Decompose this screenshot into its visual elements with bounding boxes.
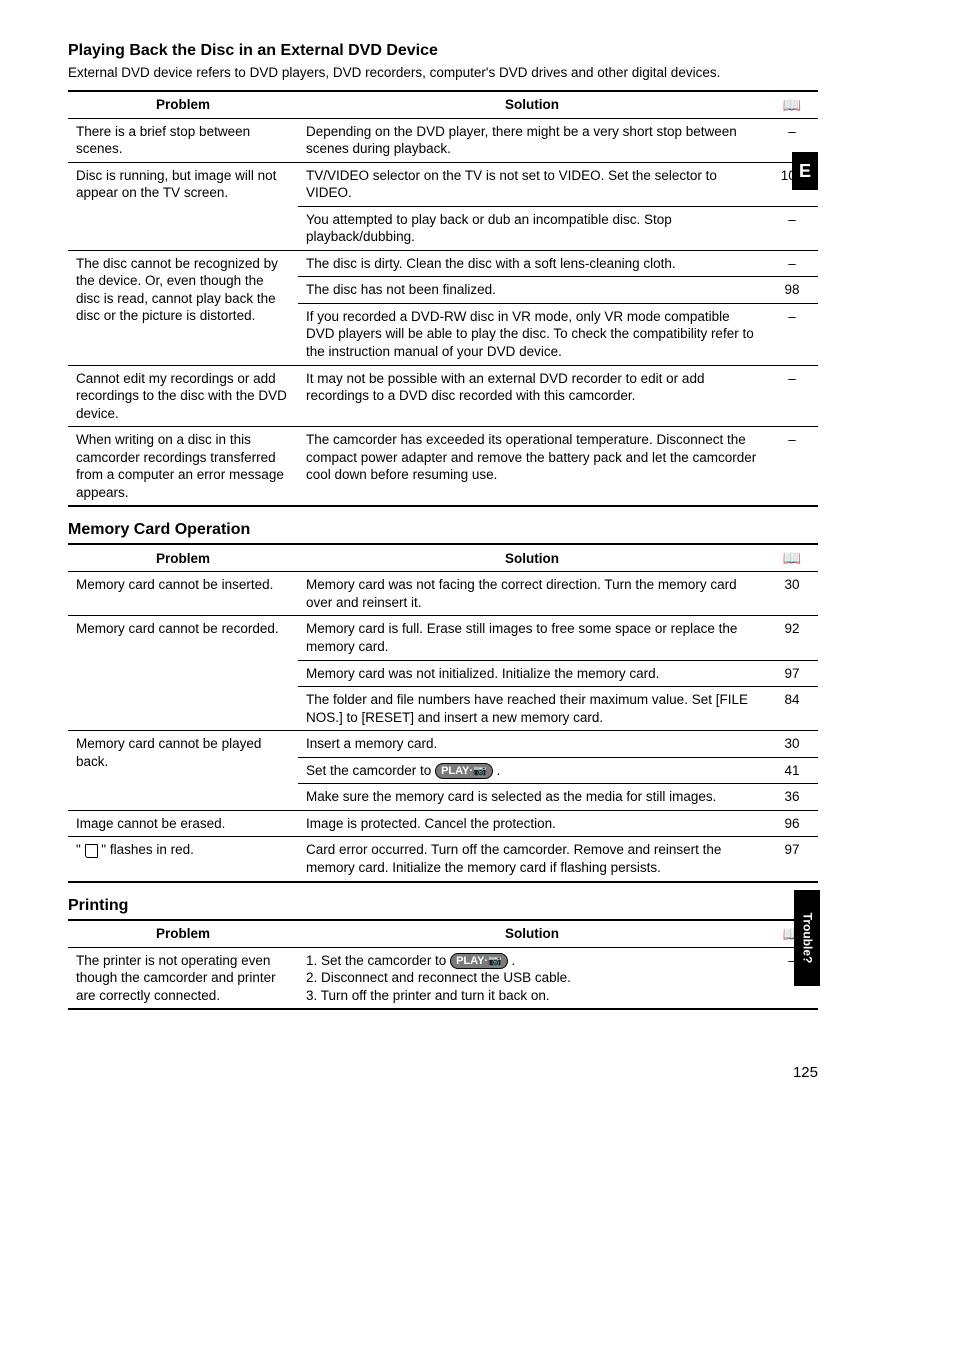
section-intro: External DVD device refers to DVD player… <box>68 64 818 82</box>
cell-solution: TV/VIDEO selector on the TV is not set t… <box>298 162 766 206</box>
cell-problem: Memory card cannot be inserted. <box>68 572 298 616</box>
table-row: " " flashes in red.Card error occurred. … <box>68 837 818 882</box>
cell-page: 30 <box>766 572 818 616</box>
cell-page: 96 <box>766 810 818 837</box>
table-row: Image cannot be erased.Image is protecte… <box>68 810 818 837</box>
cell-solution: The disc has not been finalized. <box>298 277 766 304</box>
cell-solution: The disc is dirty. Clean the disc with a… <box>298 250 766 277</box>
cell-page: 84 <box>766 687 818 731</box>
cell-solution: You attempted to play back or dub an inc… <box>298 206 766 250</box>
col-problem: Problem <box>68 920 298 948</box>
table-row: Memory card cannot be recorded.Memory ca… <box>68 616 818 660</box>
cell-problem: The disc cannot be recognized by the dev… <box>68 250 298 365</box>
cell-solution: Card error occurred. Turn off the camcor… <box>298 837 766 882</box>
col-solution: Solution <box>298 544 766 572</box>
cell-solution: It may not be possible with an external … <box>298 365 766 427</box>
cell-solution: Make sure the memory card is selected as… <box>298 784 766 811</box>
page-number: 125 <box>68 1064 818 1081</box>
col-problem: Problem <box>68 544 298 572</box>
cell-page: 92 <box>766 616 818 660</box>
cell-problem: Memory card cannot be recorded. <box>68 616 298 731</box>
troubleshoot-table: ProblemSolution📖There is a brief stop be… <box>68 90 818 508</box>
table-row: Memory card cannot be inserted.Memory ca… <box>68 572 818 616</box>
cell-page: 36 <box>766 784 818 811</box>
cell-solution: Memory card was not facing the correct d… <box>298 572 766 616</box>
cell-page: – <box>766 427 818 507</box>
col-page: 📖 <box>766 544 818 572</box>
cell-solution: The folder and file numbers have reached… <box>298 687 766 731</box>
cell-page: – <box>766 365 818 427</box>
cell-solution: Memory card is full. Erase still images … <box>298 616 766 660</box>
table-row: The printer is not operating even though… <box>68 947 818 1009</box>
table-row: Memory card cannot be played back.Insert… <box>68 731 818 758</box>
troubleshoot-table: ProblemSolution📖Memory card cannot be in… <box>68 543 818 882</box>
table-row: Cannot edit my recordings or add recordi… <box>68 365 818 427</box>
cell-problem: The printer is not operating even though… <box>68 947 298 1009</box>
cell-solution: Image is protected. Cancel the protectio… <box>298 810 766 837</box>
table-row: When writing on a disc in this camcorder… <box>68 427 818 507</box>
cell-problem: When writing on a disc in this camcorder… <box>68 427 298 507</box>
cell-problem: There is a brief stop between scenes. <box>68 118 298 162</box>
cell-problem: Image cannot be erased. <box>68 810 298 837</box>
cell-page: – <box>766 250 818 277</box>
cell-page: 41 <box>766 757 818 784</box>
section-tab-label: Trouble? <box>800 913 814 964</box>
troubleshoot-table: ProblemSolution📖The printer is not opera… <box>68 919 818 1011</box>
cell-problem: Memory card cannot be played back. <box>68 731 298 811</box>
section-title: Printing <box>68 897 818 915</box>
table-row: Disc is running, but image will not appe… <box>68 162 818 206</box>
section-title: Playing Back the Disc in an External DVD… <box>68 42 818 60</box>
cell-page: 98 <box>766 277 818 304</box>
section-title: Memory Card Operation <box>68 521 818 539</box>
cell-page: – <box>766 206 818 250</box>
cell-solution: Set the camcorder to PLAY·📷 . <box>298 757 766 784</box>
cell-solution: Depending on the DVD player, there might… <box>298 118 766 162</box>
table-row: The disc cannot be recognized by the dev… <box>68 250 818 277</box>
col-solution: Solution <box>298 920 766 948</box>
cell-solution: 1. Set the camcorder to PLAY·📷 .2. Disco… <box>298 947 766 1009</box>
col-solution: Solution <box>298 91 766 119</box>
cell-page: 97 <box>766 660 818 687</box>
cell-page: 30 <box>766 731 818 758</box>
cell-problem: Disc is running, but image will not appe… <box>68 162 298 250</box>
cell-page: – <box>766 303 818 365</box>
cell-problem: Cannot edit my recordings or add recordi… <box>68 365 298 427</box>
col-problem: Problem <box>68 91 298 119</box>
section-tab: Trouble? <box>794 890 820 986</box>
cell-solution: Memory card was not initialized. Initial… <box>298 660 766 687</box>
language-tab-label: E <box>799 161 811 182</box>
cell-solution: If you recorded a DVD-RW disc in VR mode… <box>298 303 766 365</box>
cell-problem: " " flashes in red. <box>68 837 298 882</box>
cell-solution: Insert a memory card. <box>298 731 766 758</box>
table-row: There is a brief stop between scenes.Dep… <box>68 118 818 162</box>
language-tab: E <box>792 152 818 190</box>
cell-solution: The camcorder has exceeded its operation… <box>298 427 766 507</box>
cell-page: 97 <box>766 837 818 882</box>
col-page: 📖 <box>766 91 818 119</box>
